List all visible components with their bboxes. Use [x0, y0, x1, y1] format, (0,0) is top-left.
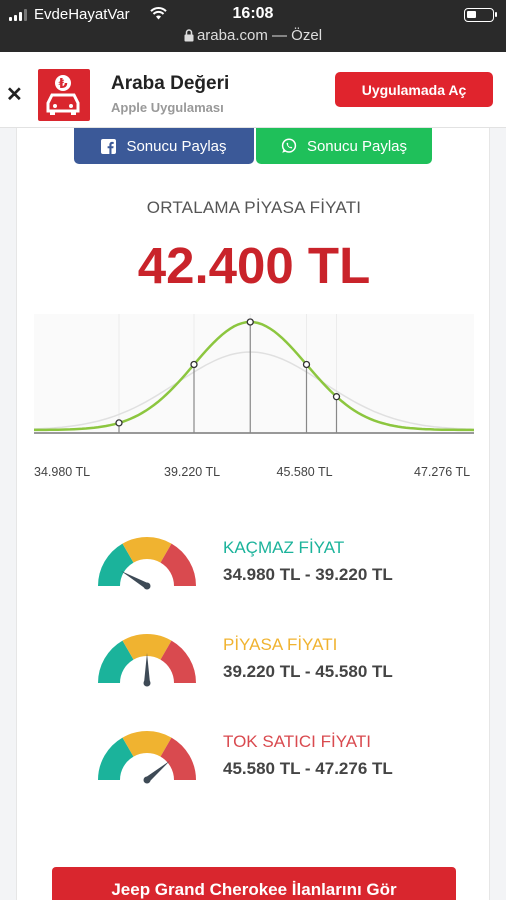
- price-range-title: KAÇMAZ FİYAT: [223, 538, 345, 557]
- gauge-needle: [145, 760, 170, 783]
- price-marker-point: [302, 360, 311, 369]
- price-range-row: PİYASA FİYATI 39.220 TL - 45.580 TL: [17, 627, 491, 697]
- price-range-value: 34.980 TL - 39.220 TL: [223, 565, 393, 584]
- gauge-segment: [159, 543, 196, 587]
- price-marker-point: [190, 360, 198, 369]
- browser-top-bar: EvdeHayatVar 16:08 araba.com — Özel: [0, 0, 506, 52]
- gauge-hub: [143, 776, 151, 784]
- chart-tick-label: 34.980 TL: [34, 465, 91, 479]
- close-icon[interactable]: ✕: [6, 84, 23, 106]
- chart-tick-label: 47.276 TL: [414, 465, 471, 479]
- view-listings-button[interactable]: Jeep Grand Cherokee İlanlarını Gör: [52, 867, 456, 900]
- wifi-icon: [150, 7, 167, 20]
- price-result-card: Sonucu Paylaş Sonucu Paylaş ORTALAMA PİY…: [16, 128, 490, 900]
- url-suffix: — Özel: [272, 27, 323, 44]
- gauge-hub: [143, 679, 151, 687]
- address-bar[interactable]: araba.com — Özel: [0, 27, 506, 44]
- facebook-share-button[interactable]: Sonucu Paylaş: [74, 128, 254, 164]
- whatsapp-share-label: Sonucu Paylaş: [306, 137, 408, 155]
- gauge-needle: [144, 653, 150, 683]
- gauge-segment: [122, 634, 172, 660]
- open-in-app-button[interactable]: Uygulamada Aç: [335, 72, 493, 107]
- reference-curve: [34, 351, 474, 431]
- average-price-label: ORTALAMA PİYASA FİYATI: [146, 198, 362, 217]
- gauge-icon: [98, 634, 196, 687]
- price-marker-point: [115, 419, 123, 427]
- gauge-icon: [98, 731, 196, 784]
- whatsapp-icon: [281, 138, 297, 153]
- status-bar: EvdeHayatVar 16:08: [0, 4, 506, 26]
- lira-car-icon: ₺: [46, 75, 80, 115]
- price-marker-point: [246, 318, 254, 326]
- gauge-segment: [98, 640, 135, 684]
- gauge-segment: [159, 737, 196, 781]
- app-subtitle: Apple Uygulaması: [111, 100, 224, 115]
- gauge-hub: [143, 582, 151, 590]
- app-name: Araba Değeri: [111, 73, 230, 94]
- facebook-share-label: Sonucu Paylaş: [126, 137, 227, 155]
- gauge-segment: [98, 737, 135, 781]
- signal-icon: [9, 9, 27, 21]
- gauge-segment: [122, 537, 172, 563]
- gauge-segment: [122, 731, 172, 757]
- svg-text:₺: ₺: [58, 77, 67, 92]
- price-range-row: KAÇMAZ FİYAT 34.980 TL - 39.220 TL: [17, 530, 491, 600]
- gauge-segment: [159, 640, 196, 684]
- price-range-row: TOK SATICI FİYATI 45.580 TL - 47.276 TL: [17, 724, 491, 794]
- whatsapp-share-button[interactable]: Sonucu Paylaş: [256, 128, 432, 164]
- price-marker-point: [332, 393, 341, 401]
- app-banner: ✕ ₺ Araba Değeri Apple Uygulaması Uygula…: [0, 52, 506, 128]
- chart-tick-label: 45.580 TL: [276, 465, 333, 479]
- gauge-needle: [121, 571, 149, 589]
- lock-icon: [184, 29, 194, 42]
- url-text: araba.com: [196, 27, 268, 44]
- chart-tick-label: 39.220 TL: [164, 465, 221, 479]
- gauge-segment: [98, 543, 135, 587]
- price-range-value: 45.580 TL - 47.276 TL: [223, 759, 393, 778]
- price-distribution-chart: [34, 314, 474, 434]
- price-curve: [34, 320, 474, 432]
- carrier-name: EvdeHayatVar: [34, 6, 130, 23]
- gauge-icon: [98, 537, 196, 590]
- battery-icon: [464, 8, 497, 22]
- app-logo: ₺: [38, 69, 90, 121]
- price-range-title: TOK SATICI FİYATI: [223, 732, 371, 751]
- price-range-title: PİYASA FİYATI: [223, 635, 338, 654]
- clock: 16:08: [232, 5, 274, 22]
- price-range-value: 39.220 TL - 45.580 TL: [223, 662, 393, 681]
- facebook-icon: [101, 138, 117, 154]
- chart-background: [34, 314, 474, 434]
- average-price-value: 42.400 TL: [137, 237, 371, 294]
